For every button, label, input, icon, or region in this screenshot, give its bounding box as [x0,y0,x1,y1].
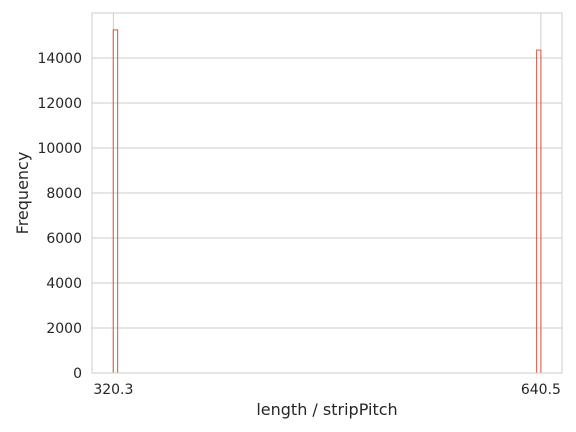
x-tick-labels: 320.3 640.5 [93,382,561,398]
y-tick-label: 14000 [37,51,82,67]
y-tick-labels: 0 2000 4000 6000 8000 10000 12000 14000 [37,51,82,382]
y-tick-label: 2000 [46,321,82,337]
x-tick-label: 320.3 [93,382,133,398]
x-axis-label: length / stripPitch [256,400,397,419]
y-tick-label: 0 [73,366,82,382]
y-tick-label: 8000 [46,186,82,202]
x-tick-label: 640.5 [521,382,561,398]
y-tick-label: 4000 [46,276,82,292]
y-tick-label: 10000 [37,141,82,157]
y-axis-label: Frequency [13,152,32,235]
y-tick-label: 12000 [37,96,82,112]
y-tick-label: 6000 [46,231,82,247]
